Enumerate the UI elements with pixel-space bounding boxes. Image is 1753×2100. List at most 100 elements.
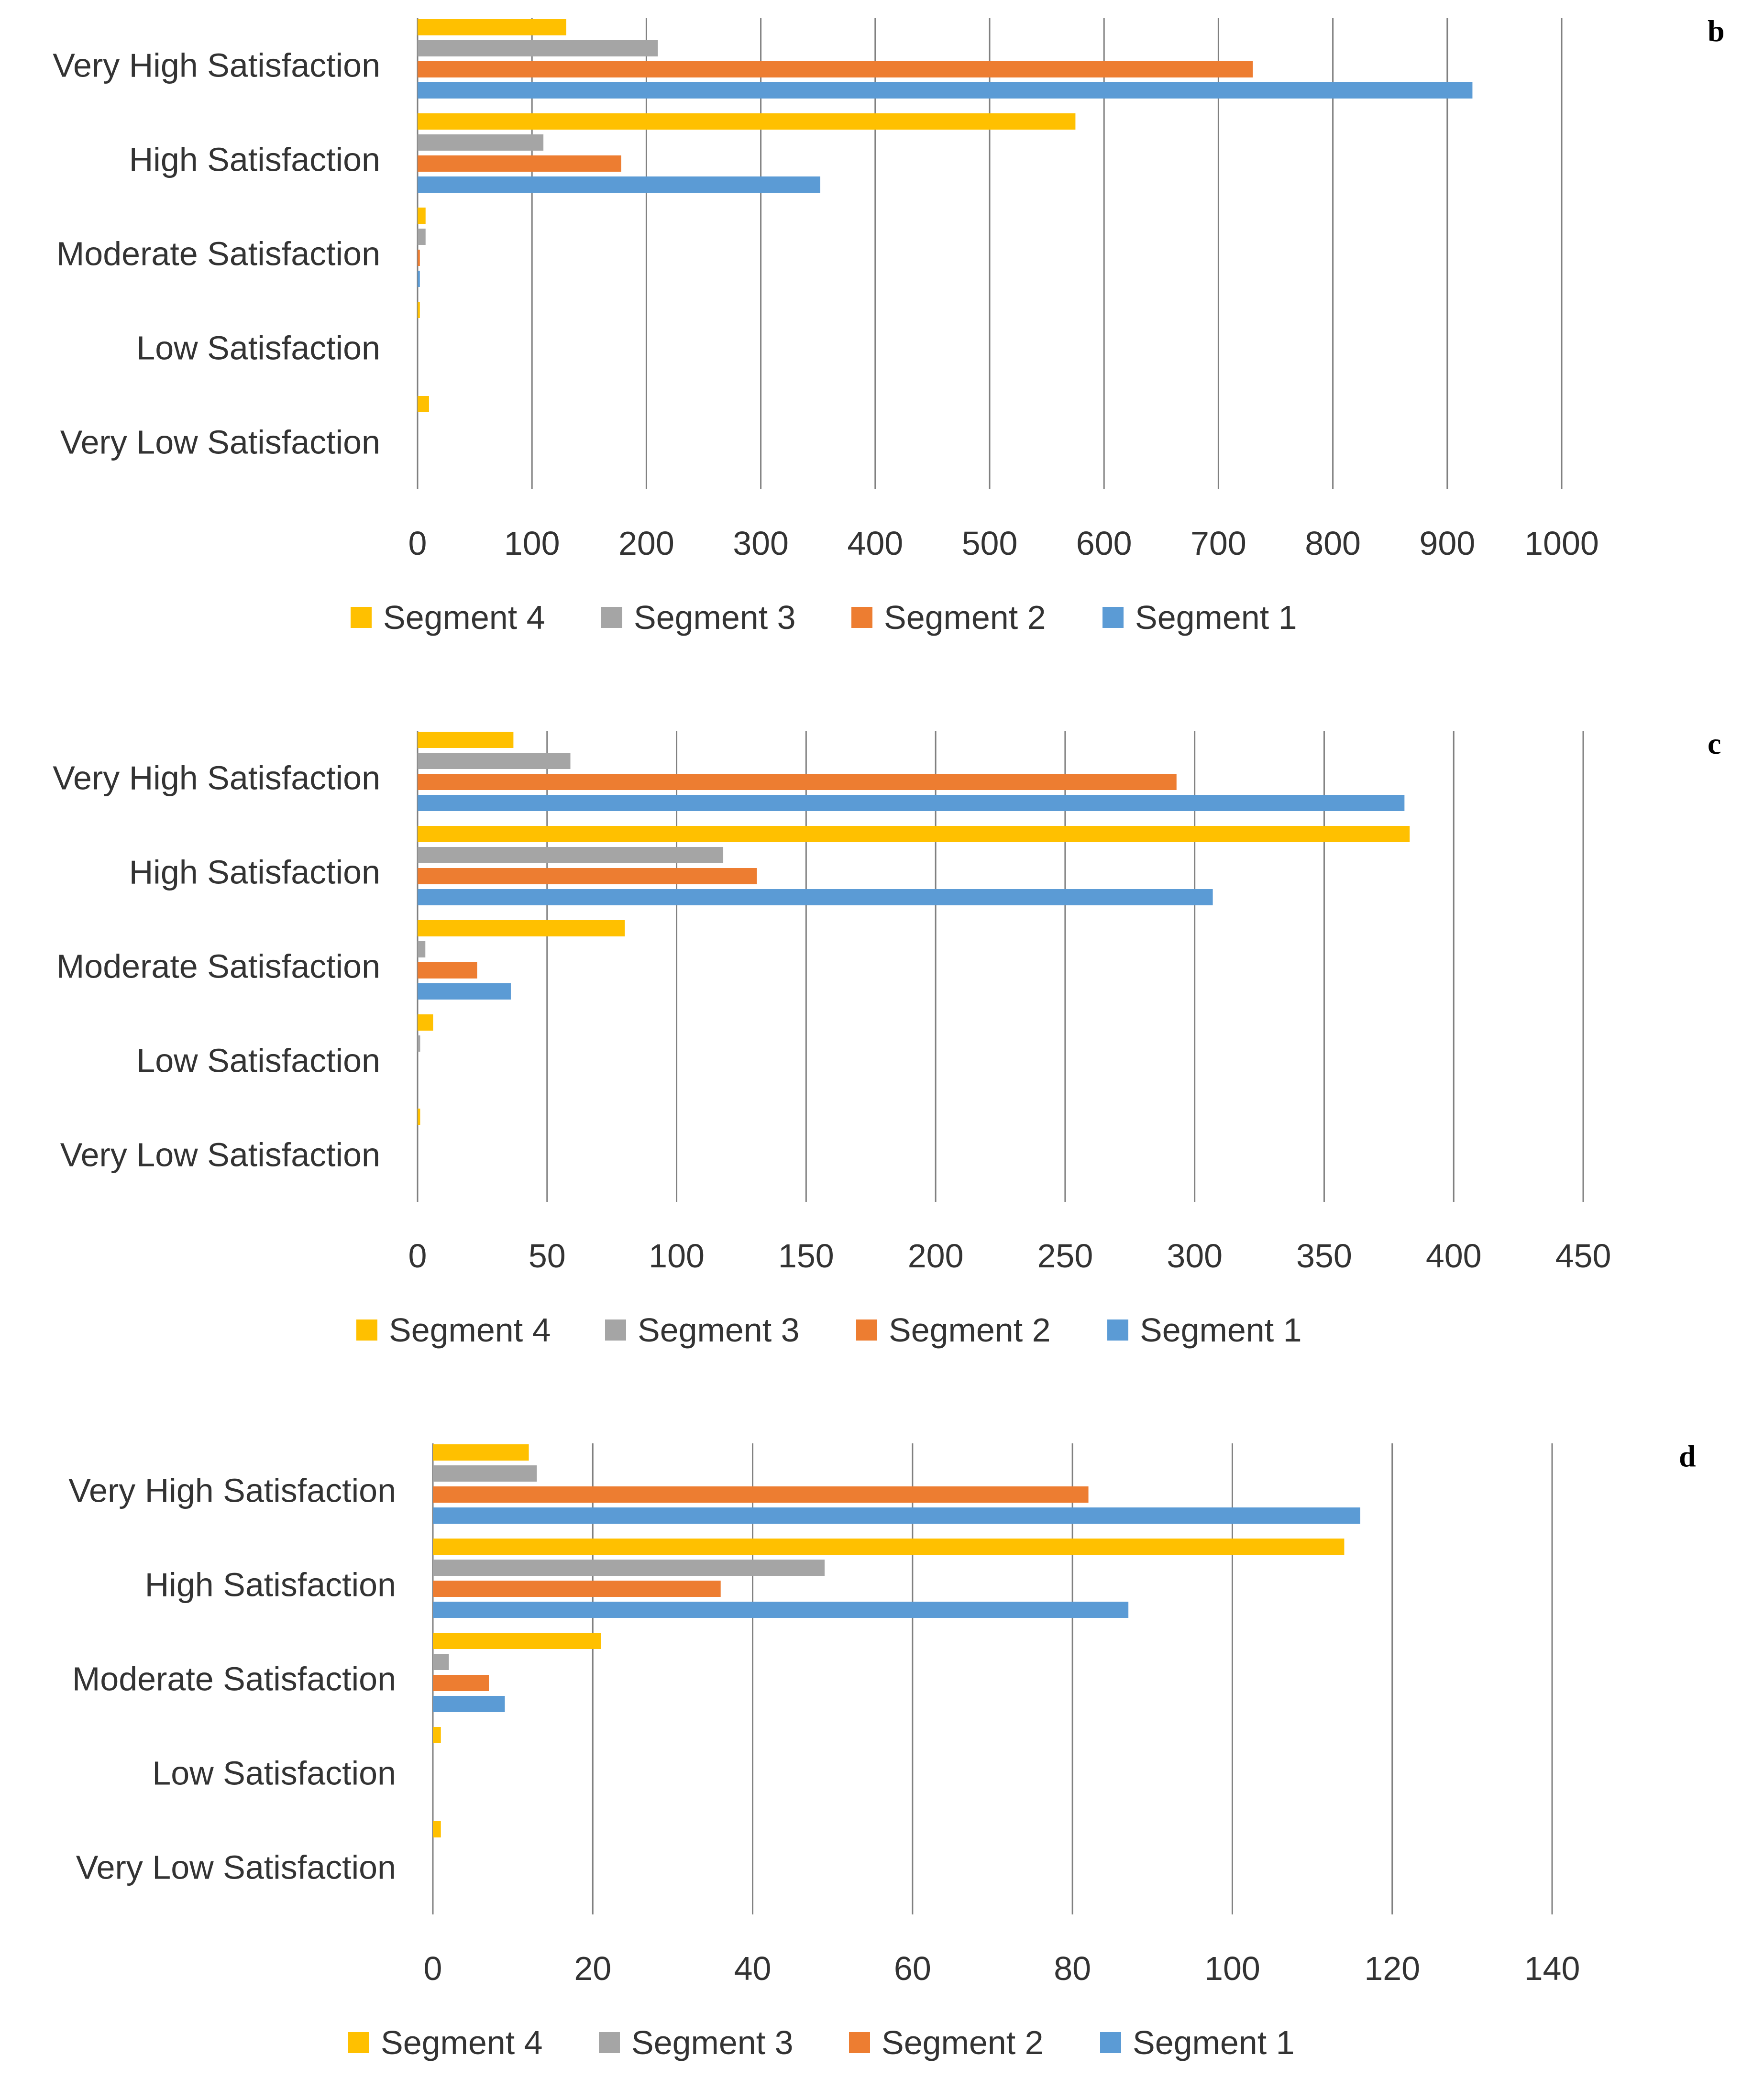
x-tick-label: 100 (504, 525, 560, 562)
bar-segment-2 (433, 1486, 1089, 1503)
bar-segment-3 (418, 1035, 420, 1052)
legend-label: Segment 2 (889, 1311, 1051, 1349)
x-tick-label: 900 (1419, 525, 1475, 562)
bar-segment-1 (418, 176, 820, 193)
legend-swatch (856, 1319, 877, 1341)
legend-swatch (599, 2032, 620, 2053)
bar-chart-d: 0 20 40 60 80 100 120 140 Very High Satisfaction… (68, 1443, 1580, 2061)
x-tick-label: 120 (1364, 1950, 1420, 1987)
bar-chart-b: 0 100 200 300 400 500 600 700 800 900 1000 Very Hig… (53, 18, 1599, 636)
x-tick-label: 800 (1305, 525, 1361, 562)
bar-segment-3 (418, 941, 426, 957)
legend-label: Segment 3 (638, 1311, 800, 1349)
bar-segment-4 (418, 113, 1076, 130)
chart-panel-c: c 0 50 100 150 200 250 300 350 400 450 Very High S… (0, 713, 1753, 1406)
bar-segment-2 (418, 868, 757, 884)
category-label: Moderate Satisfaction (72, 1660, 396, 1698)
x-tick-label: 20 (574, 1950, 611, 1987)
legend-label: Segment 4 (381, 2024, 543, 2061)
bar-segment-3 (418, 753, 571, 769)
legend-label: Segment 1 (1133, 2024, 1295, 2061)
x-tick-label: 40 (734, 1950, 772, 1987)
bar-segment-4 (433, 1444, 529, 1461)
category-label: High Satisfaction (129, 854, 380, 891)
legend-label: Segment 1 (1140, 1311, 1302, 1349)
bar-segment-4 (418, 826, 1410, 842)
x-tick-label: 80 (1054, 1950, 1091, 1987)
bar-segment-1 (418, 983, 511, 1000)
legend-swatch (851, 607, 872, 628)
bar-segment-3 (433, 1465, 537, 1482)
bar-segment-2 (418, 155, 621, 172)
legend-swatch (1107, 1319, 1128, 1341)
bar-segment-1 (418, 795, 1405, 811)
x-tick-label: 200 (618, 525, 674, 562)
bar-segment-4 (418, 1109, 420, 1125)
bar-segment-3 (433, 1560, 825, 1576)
legend-swatch (601, 607, 622, 628)
bar-segment-2 (418, 962, 477, 979)
bar-segment-2 (418, 61, 1253, 77)
bar-segment-3 (418, 229, 426, 245)
legend-swatch (356, 1319, 377, 1341)
category-label: Very Low Satisfaction (60, 424, 380, 461)
legend-swatch (348, 2032, 369, 2053)
bar-segment-3 (433, 1654, 449, 1670)
x-tick-label: 500 (962, 525, 1018, 562)
bar-segment-4 (433, 1727, 441, 1743)
x-tick-label: 300 (1167, 1237, 1223, 1275)
legend-swatch (605, 1319, 626, 1341)
panel-label: b (1708, 14, 1725, 48)
legend-label: Segment 2 (882, 2024, 1044, 2061)
x-tick-label: 400 (1426, 1237, 1482, 1275)
bar-segment-4 (418, 1014, 433, 1031)
bar-segment-1 (433, 1696, 505, 1712)
bar-segment-1 (418, 889, 1213, 905)
category-label: High Satisfaction (129, 141, 380, 178)
bar-segment-2 (433, 1581, 721, 1597)
x-tick-label: 450 (1555, 1237, 1611, 1275)
x-tick-label: 350 (1296, 1237, 1352, 1275)
legend-swatch (849, 2032, 870, 2053)
bar-segment-4 (418, 208, 426, 224)
legend-swatch (1100, 2032, 1121, 2053)
panel-label: c (1708, 726, 1721, 760)
bar-segment-3 (418, 40, 658, 56)
x-tick-label: 400 (847, 525, 903, 562)
x-tick-label: 250 (1037, 1237, 1093, 1275)
x-tick-label: 100 (649, 1237, 705, 1275)
category-label: Very Low Satisfaction (60, 1136, 380, 1174)
bar-segment-1 (418, 271, 420, 287)
bar-segment-4 (418, 396, 429, 412)
bar-chart-c: 0 50 100 150 200 250 300 350 400 450 Very High Sat… (53, 731, 1611, 1349)
bar-segment-2 (433, 1675, 489, 1691)
x-tick-label: 60 (894, 1950, 931, 1987)
x-tick-label: 200 (908, 1237, 964, 1275)
x-tick-label: 150 (778, 1237, 834, 1275)
category-label: Low Satisfaction (136, 1042, 380, 1079)
x-tick-label: 0 (408, 1237, 427, 1275)
x-tick-label: 0 (408, 525, 427, 562)
bar-segment-4 (418, 732, 514, 748)
category-label: High Satisfaction (145, 1566, 396, 1604)
x-tick-label: 140 (1524, 1950, 1580, 1987)
category-label: Very Low Satisfaction (76, 1849, 396, 1886)
category-label: Very High Satisfaction (68, 1472, 396, 1509)
x-tick-label: 0 (424, 1950, 442, 1987)
bar-segment-4 (418, 19, 566, 35)
x-tick-label: 700 (1191, 525, 1246, 562)
bar-segment-2 (418, 250, 420, 266)
x-tick-label: 100 (1204, 1950, 1260, 1987)
bar-segment-4 (418, 920, 625, 936)
category-label: Moderate Satisfaction (56, 235, 380, 273)
category-label: Low Satisfaction (152, 1755, 396, 1792)
bar-segment-4 (433, 1539, 1345, 1555)
panel-label: d (1679, 1439, 1696, 1473)
bar-segment-4 (433, 1633, 601, 1649)
bar-segment-4 (433, 1821, 441, 1837)
legend-label: Segment 1 (1135, 599, 1297, 636)
chart-panel-b: b 0 100 200 300 400 500 600 700 800 900 1000 Very H… (0, 0, 1753, 693)
x-tick-label: 50 (529, 1237, 566, 1275)
category-label: Moderate Satisfaction (56, 948, 380, 985)
category-label: Very High Satisfaction (53, 759, 380, 797)
